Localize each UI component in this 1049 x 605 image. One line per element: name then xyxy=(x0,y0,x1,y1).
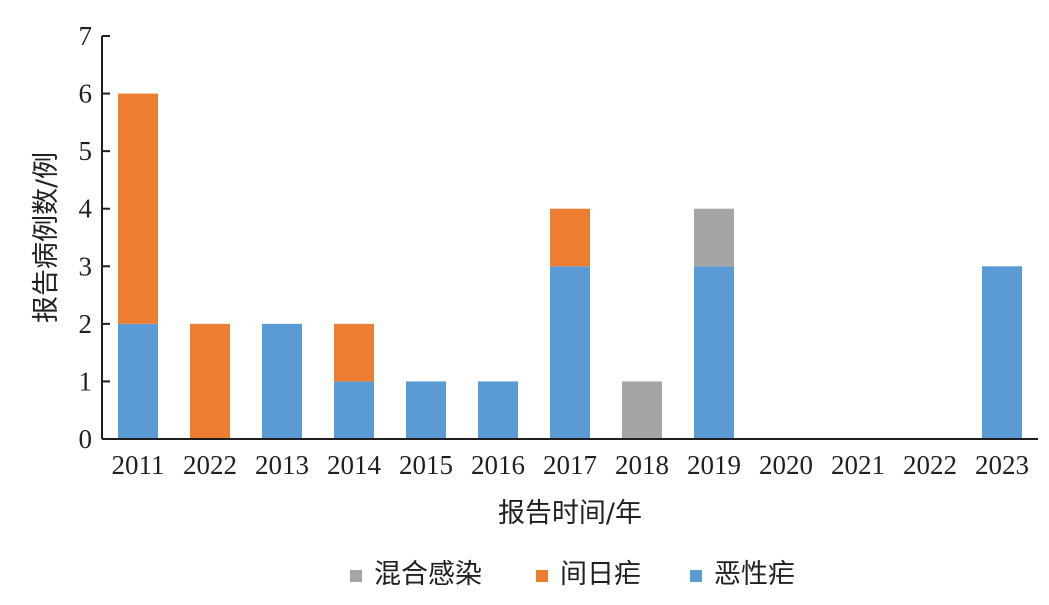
legend: 混合感染 间日疟 恶性疟 xyxy=(350,559,795,590)
y-tick-label: 0 xyxy=(79,424,93,454)
x-tick-label: 2018 xyxy=(615,450,669,480)
bar-segment-1 xyxy=(550,266,590,439)
x-tick-label: 2011 xyxy=(112,450,165,480)
bar-segment-2 xyxy=(190,323,230,439)
bar-segment-3 xyxy=(622,381,662,439)
x-tick-label: 2020 xyxy=(759,450,813,480)
y-tick-label: 2 xyxy=(79,309,93,339)
y-tick-label: 6 xyxy=(79,79,93,109)
bar-segment-2 xyxy=(550,208,590,267)
x-tick-label: 2013 xyxy=(255,450,309,480)
x-tick-label: 2022 xyxy=(183,450,237,480)
bar-segment-2 xyxy=(334,323,374,382)
bar-segment-1 xyxy=(982,266,1022,439)
legend-label: 间日疟 xyxy=(560,559,641,590)
x-axis-title: 报告时间/年 xyxy=(498,498,642,529)
x-tick-label: 2022 xyxy=(903,450,957,480)
x-tick-label: 2015 xyxy=(399,450,453,480)
y-ticks-group: 0 1 2 3 4 5 6 7 xyxy=(79,21,110,454)
x-tick-label: 2021 xyxy=(831,450,885,480)
legend-label: 恶性疟 xyxy=(714,559,795,590)
bar-segment-1 xyxy=(478,381,518,439)
bar-segment-2 xyxy=(118,93,158,324)
x-tick-label: 2014 xyxy=(327,450,382,480)
legend-label: 混合感染 xyxy=(374,559,482,590)
legend-swatch xyxy=(690,570,702,582)
y-tick-label: 5 xyxy=(79,136,93,166)
y-tick-label: 3 xyxy=(79,251,93,281)
bar-segment-1 xyxy=(694,266,734,439)
legend-swatch xyxy=(536,570,548,582)
y-axis-title: 报告病例数/例 xyxy=(31,152,62,323)
bar-segment-3 xyxy=(694,208,734,267)
x-tick-label: 2017 xyxy=(543,450,597,480)
bars-group xyxy=(118,93,1022,439)
y-tick-label: 4 xyxy=(79,194,93,224)
bar-segment-1 xyxy=(118,323,158,439)
axes-group xyxy=(101,36,1038,440)
x-tick-label: 2016 xyxy=(471,450,525,480)
y-tick-label: 1 xyxy=(79,366,93,396)
legend-swatch xyxy=(350,570,362,582)
bar-segment-1 xyxy=(262,323,302,439)
bar-segment-1 xyxy=(334,381,374,439)
x-tick-label: 2019 xyxy=(687,450,741,480)
bar-segment-1 xyxy=(406,381,446,439)
y-tick-label: 7 xyxy=(79,21,93,51)
x-tick-label: 2023 xyxy=(975,450,1029,480)
x-ticks-group: 2011 2022 2013 2014 2015 2016 2017 2018 2019 2020… xyxy=(112,450,1030,480)
